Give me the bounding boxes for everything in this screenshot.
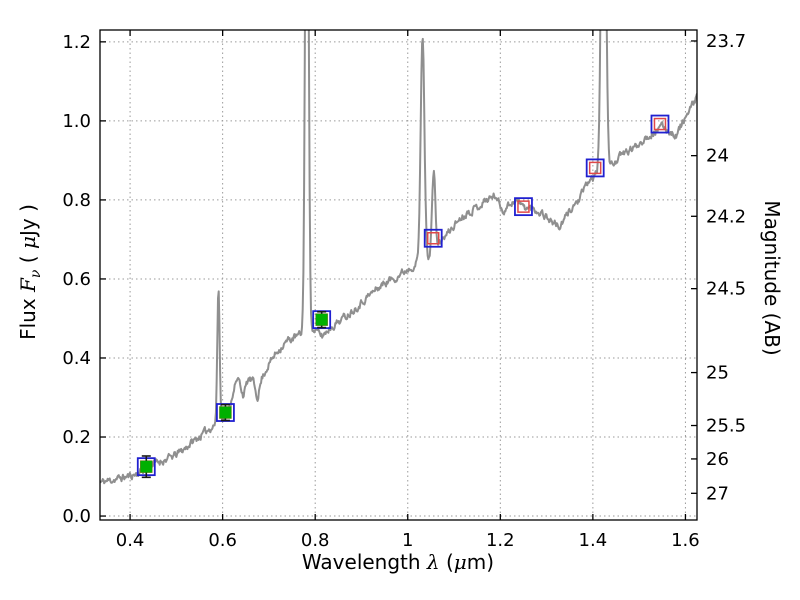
observed-photometry-green bbox=[140, 310, 328, 479]
observed-flux-marker-green bbox=[140, 460, 153, 473]
y-axis-label-left: Flux Fν ( μJy ) bbox=[16, 204, 44, 340]
tick-labels: 0.4 0.6 0.8 1 1.2 1.4 1.6 0.0 0.2 0.4 0.6 0.8 1.0 1.2… bbox=[62, 31, 746, 551]
observed-flux-marker-green bbox=[315, 313, 328, 326]
x-tick-label: 0.8 bbox=[301, 530, 330, 551]
spectrum-line bbox=[100, 30, 697, 485]
y-tick-label-magnitude: 25 bbox=[706, 363, 729, 384]
y-tick-label-magnitude: 26 bbox=[706, 449, 729, 470]
x-tick-label: 0.6 bbox=[208, 530, 237, 551]
x-tick-label: 1.6 bbox=[671, 530, 700, 551]
y-tick-label-flux: 0.6 bbox=[62, 269, 91, 290]
model-flux-marker-blue bbox=[650, 114, 670, 134]
x-tick-label: 1 bbox=[402, 530, 413, 551]
model-flux-marker-red bbox=[426, 232, 440, 245]
model-flux-marker-blue bbox=[514, 197, 533, 217]
model-flux-marker-red bbox=[588, 161, 602, 175]
y-axis-label-right: Magnitude (AB) bbox=[760, 200, 784, 356]
y-tick-label-magnitude: 25.5 bbox=[706, 416, 746, 437]
y-tick-label-magnitude: 23.7 bbox=[706, 31, 746, 52]
x-tick-label: 1.2 bbox=[486, 530, 515, 551]
y-tick-label-flux: 0.2 bbox=[62, 427, 91, 448]
model-photometry-blue bbox=[136, 114, 670, 477]
y-tick-label-magnitude: 27 bbox=[706, 483, 729, 504]
model-flux-marker-blue bbox=[585, 158, 605, 178]
x-axis-label: Wavelength λ (μm) bbox=[301, 550, 495, 574]
plot-frame bbox=[99, 29, 698, 521]
x-tick-label: 0.4 bbox=[116, 530, 145, 551]
model-flux-marker-red bbox=[653, 117, 667, 131]
model-flux-marker-red bbox=[517, 200, 530, 213]
y-tick-label-magnitude: 24 bbox=[706, 146, 729, 167]
x-tick-label: 1.4 bbox=[579, 530, 608, 551]
y-tick-label-flux: 1.2 bbox=[62, 32, 91, 53]
y-tick-label-flux: 0.0 bbox=[62, 506, 91, 527]
model-flux-marker-blue bbox=[423, 228, 443, 248]
y-tick-label-flux: 0.8 bbox=[62, 190, 91, 211]
y-tick-label-flux: 0.4 bbox=[62, 348, 91, 369]
y-tick-label-magnitude: 24.5 bbox=[706, 279, 746, 300]
y-tick-label-flux: 1.0 bbox=[62, 111, 91, 132]
y-tick-label-magnitude: 24.2 bbox=[706, 206, 746, 227]
observed-flux-marker-green bbox=[219, 406, 232, 419]
axis-ticks bbox=[100, 30, 697, 520]
